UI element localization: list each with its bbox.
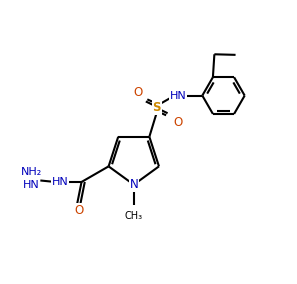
Text: O: O	[173, 116, 183, 129]
Text: S: S	[152, 101, 161, 114]
Text: HN: HN	[23, 180, 40, 190]
Text: HN: HN	[170, 91, 186, 101]
Text: N: N	[129, 178, 138, 191]
Text: HN: HN	[52, 177, 69, 187]
Text: O: O	[134, 86, 143, 99]
Text: NH₂: NH₂	[21, 167, 42, 177]
Text: O: O	[74, 204, 83, 217]
Text: CH₃: CH₃	[125, 211, 143, 221]
